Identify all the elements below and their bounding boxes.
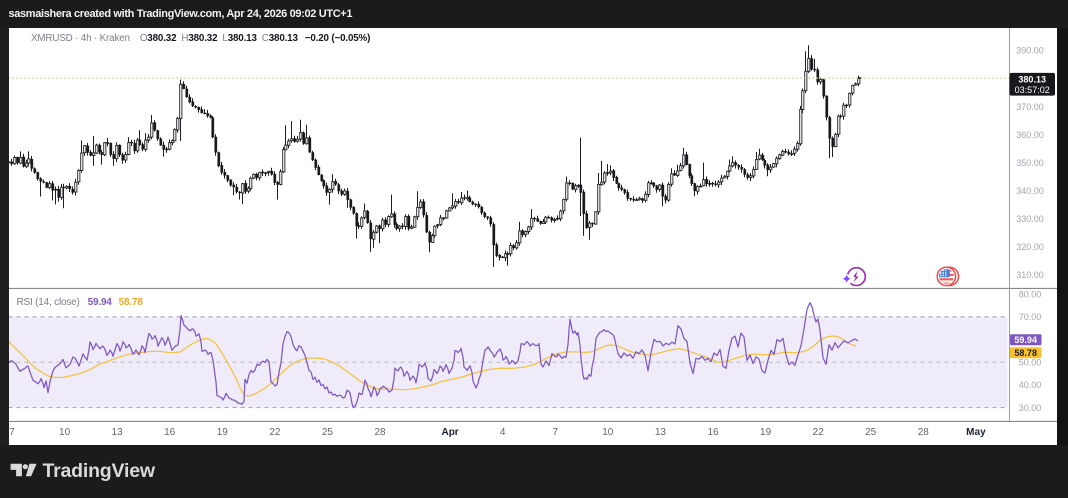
- svg-text:58.78: 58.78: [1014, 348, 1037, 358]
- svg-text:4: 4: [500, 427, 506, 438]
- svg-text:7: 7: [9, 427, 15, 438]
- svg-text:03:57:02: 03:57:02: [1015, 85, 1050, 95]
- svg-text:370.00: 370.00: [1016, 102, 1044, 112]
- svg-text:70.00: 70.00: [1019, 312, 1042, 322]
- svg-text:25: 25: [322, 427, 334, 438]
- svg-text:330.00: 330.00: [1016, 214, 1044, 224]
- svg-text:TradingView: TradingView: [43, 462, 156, 482]
- svg-text:80.00: 80.00: [1019, 289, 1042, 299]
- svg-text:13: 13: [112, 427, 124, 438]
- svg-text:Apr: Apr: [441, 427, 458, 438]
- svg-text:28: 28: [918, 427, 930, 438]
- svg-text:10: 10: [602, 427, 614, 438]
- svg-text:310.00: 310.00: [1016, 270, 1044, 280]
- svg-text:22: 22: [813, 427, 825, 438]
- svg-text:390.00: 390.00: [1016, 46, 1044, 56]
- svg-text:320.00: 320.00: [1016, 242, 1044, 252]
- svg-text:10: 10: [59, 427, 71, 438]
- svg-text:40.00: 40.00: [1019, 380, 1042, 390]
- svg-text:25: 25: [865, 427, 877, 438]
- svg-text:340.00: 340.00: [1016, 186, 1044, 196]
- svg-text:16: 16: [164, 427, 176, 438]
- svg-text:19: 19: [217, 427, 229, 438]
- svg-text:360.00: 360.00: [1016, 130, 1044, 140]
- svg-text:30.00: 30.00: [1019, 403, 1042, 413]
- svg-text:50.00: 50.00: [1019, 358, 1042, 368]
- svg-text:59.94: 59.94: [1014, 335, 1037, 345]
- svg-text:380.13: 380.13: [1018, 74, 1046, 84]
- svg-text:22: 22: [269, 427, 281, 438]
- svg-text:350.00: 350.00: [1016, 158, 1044, 168]
- svg-text:16: 16: [707, 427, 719, 438]
- svg-text:28: 28: [374, 427, 386, 438]
- svg-text:May: May: [966, 427, 986, 438]
- svg-text:19: 19: [760, 427, 772, 438]
- svg-text:7: 7: [553, 427, 559, 438]
- svg-text:13: 13: [655, 427, 667, 438]
